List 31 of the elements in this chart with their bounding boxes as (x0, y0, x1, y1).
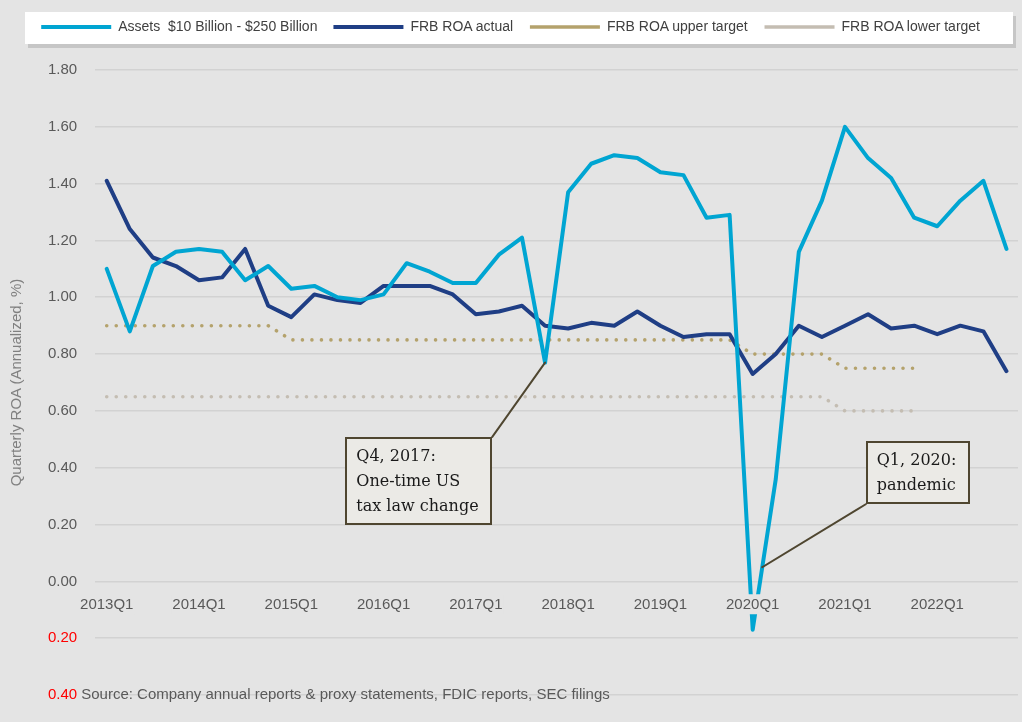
annotation: Q4, 2017: One-time US tax law change (345, 436, 493, 525)
x-tick-label: 2020Q1 (726, 594, 780, 612)
y-tick-label: 0.20 (47, 514, 78, 532)
y-tick-label: 1.80 (47, 60, 78, 78)
y-tick-label: 1.40 (47, 173, 78, 191)
x-tick-label: 2015Q1 (264, 594, 318, 612)
y-tick-label: 0.20 (47, 628, 78, 646)
y-tick-label: 0.40 (47, 685, 78, 703)
y-tick-label: 1.00 (47, 287, 78, 305)
y-tick-label: 0.00 (47, 571, 78, 589)
y-tick-label: 0.60 (47, 401, 78, 419)
x-tick-label: 2019Q1 (633, 594, 688, 612)
x-tick-label: 2021Q1 (818, 594, 872, 612)
x-tick-label: 2013Q1 (80, 594, 134, 612)
y-axis-title: Quarterly ROA (Annualized, %) (7, 278, 25, 487)
y-tick-label: 1.20 (47, 230, 78, 248)
y-tick-label: 0.40 (47, 457, 78, 475)
x-tick-label: 2016Q1 (356, 594, 411, 612)
line-series (104, 323, 916, 371)
x-tick-label: 2018Q1 (541, 594, 595, 612)
annotation: Source: Company annual reports & proxy statements, FDIC reports, SEC filings (81, 685, 610, 703)
legend-label: Assets $10 Billion - $250 Billion (118, 17, 318, 34)
legend-label: FRB ROA lower target (841, 17, 981, 34)
x-tick-label: 2014Q1 (172, 594, 226, 612)
legend-label: FRB ROA upper target (606, 17, 748, 34)
annotation: Q1, 2020: pandemic (865, 441, 970, 505)
x-tick-label: 2017Q1 (449, 594, 503, 612)
legend-label: FRB ROA actual (410, 17, 514, 34)
y-tick-label: 1.60 (47, 116, 78, 134)
y-tick-label: 0.80 (47, 344, 78, 362)
x-tick-label: 2022Q1 (910, 594, 964, 612)
